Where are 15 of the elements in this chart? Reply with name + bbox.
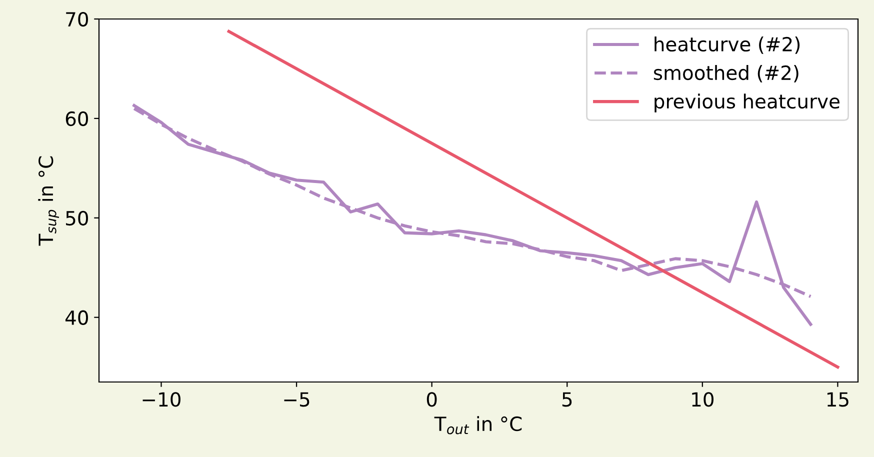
x-tick-label: 0: [426, 392, 437, 407]
x-tick-label: −10: [142, 392, 180, 407]
y-axis-title: T$_{sup}$ in °C: [38, 156, 59, 246]
x-tick-label: 10: [692, 392, 714, 407]
y-tick-label: 60: [66, 111, 88, 126]
x-tick-label: 5: [562, 392, 572, 407]
x-tick-label: −5: [284, 392, 310, 407]
legend-label: previous heatcurve: [654, 94, 840, 112]
x-tick-label: 15: [827, 392, 848, 407]
y-tick-label: 40: [65, 310, 88, 326]
y-tick-label: 50: [66, 210, 88, 226]
legend-label: smoothed (#2): [654, 65, 798, 82]
legend-label: heatcurve (#2): [654, 36, 800, 54]
y-tick-label: 70: [66, 12, 88, 27]
x-axis-title: T$_{out}$ in °C: [434, 416, 522, 434]
